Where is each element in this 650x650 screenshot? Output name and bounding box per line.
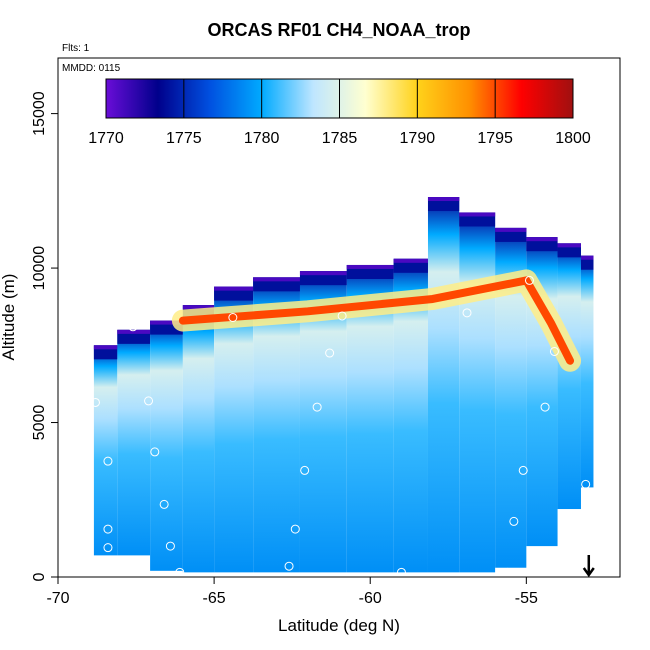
heatmap-top-edge bbox=[182, 305, 215, 310]
heatmap-column bbox=[117, 329, 151, 556]
heatmap-top-edge bbox=[580, 255, 594, 260]
heatmap-column bbox=[150, 320, 183, 571]
x-tick-label: -60 bbox=[359, 590, 382, 607]
heatmap-top-edge bbox=[299, 271, 347, 276]
y-tick-label: 15000 bbox=[31, 91, 48, 136]
y-tick-label: 0 bbox=[31, 572, 48, 581]
flight-point bbox=[128, 322, 138, 332]
flight-point bbox=[337, 311, 347, 321]
colorbar-ticks: 1770 1775 1780 1785 1790 1795 1800 bbox=[88, 79, 591, 147]
flight-point bbox=[503, 567, 513, 577]
heatmap-column bbox=[557, 243, 581, 510]
heatmap-column bbox=[459, 212, 496, 573]
colorbar-tick-label: 1780 bbox=[244, 130, 280, 147]
flight-point bbox=[540, 402, 550, 412]
y-axis-label: Altitude (m) bbox=[0, 274, 18, 361]
heatmap-column bbox=[427, 197, 460, 573]
flight-point bbox=[396, 567, 406, 577]
heatmap-top-edge bbox=[459, 212, 496, 217]
plume-core bbox=[178, 276, 575, 365]
y-tick-label: 5000 bbox=[31, 405, 48, 441]
heatmap-top-edge bbox=[214, 286, 254, 291]
flight-point bbox=[150, 447, 160, 457]
flight-point bbox=[300, 465, 310, 475]
heatmap-top-edge bbox=[526, 237, 558, 242]
flight-point bbox=[518, 465, 528, 475]
y-tick-label: 10000 bbox=[31, 246, 48, 291]
heatmap-top-edge bbox=[495, 227, 527, 232]
x-tick-label: -55 bbox=[515, 590, 538, 607]
flights-label: Flts: 1 bbox=[62, 43, 90, 54]
x-tick-label: -65 bbox=[203, 590, 226, 607]
flight-point bbox=[165, 541, 175, 551]
heatmap-column bbox=[580, 255, 594, 488]
flight-point bbox=[284, 561, 294, 571]
heatmap-top-edge bbox=[557, 243, 581, 248]
heatmap-top-edge bbox=[253, 277, 300, 282]
flight-point bbox=[581, 479, 591, 489]
colorbar-tick-label: 1795 bbox=[477, 130, 513, 147]
x-tick-label: -70 bbox=[46, 590, 69, 607]
heatmap bbox=[93, 197, 594, 573]
heatmap-column bbox=[182, 305, 215, 573]
heatmap-top-edge bbox=[93, 345, 118, 350]
x-axis-label: Latitude (deg N) bbox=[278, 616, 400, 635]
flight-point bbox=[325, 348, 335, 358]
plot-frame bbox=[57, 57, 621, 578]
heatmap-column bbox=[253, 277, 300, 573]
flight-point bbox=[290, 524, 300, 534]
plot-area bbox=[57, 57, 621, 578]
colorbar-tick-label: 1775 bbox=[166, 130, 202, 147]
flight-point bbox=[509, 516, 519, 526]
flight-point bbox=[103, 543, 113, 553]
date-label: MMDD: 0115 bbox=[62, 63, 121, 74]
heatmap-top-edge bbox=[150, 320, 183, 325]
heatmap-top-edge bbox=[393, 258, 428, 263]
heatmap-column bbox=[93, 345, 118, 556]
arrow-head bbox=[582, 567, 595, 578]
y-axis: 0 5000 10000 15000 bbox=[31, 91, 58, 581]
colorbar-tick-label: 1785 bbox=[322, 130, 358, 147]
flight-point bbox=[462, 308, 472, 318]
flight-point bbox=[90, 397, 100, 407]
heatmap-top-edge bbox=[117, 329, 151, 334]
direction-arrow-icon bbox=[582, 555, 595, 578]
flight-point bbox=[103, 456, 113, 466]
colorbar-tick-label: 1800 bbox=[555, 130, 591, 147]
chart-title: ORCAS RF01 CH4_NOAA_trop bbox=[207, 20, 470, 40]
flight-point bbox=[103, 524, 113, 534]
heatmap-column bbox=[214, 286, 254, 573]
flight-point bbox=[159, 499, 169, 509]
flight-point bbox=[312, 402, 322, 412]
colorbar-tick-label: 1790 bbox=[400, 130, 436, 147]
flight-point bbox=[549, 346, 559, 356]
flight-track-points bbox=[90, 275, 591, 577]
flight-point bbox=[175, 567, 185, 577]
flight-point bbox=[228, 313, 238, 322]
heatmap-top-edge bbox=[427, 197, 460, 202]
heatmap-top-edge bbox=[346, 264, 394, 269]
colorbar: 1770 1775 1780 1785 1790 1795 1800 bbox=[88, 78, 591, 147]
colorbar-tick-label: 1770 bbox=[88, 130, 124, 147]
flight-point bbox=[524, 275, 534, 285]
x-axis: -70 -65 -60 -55 bbox=[46, 577, 538, 607]
flight-point bbox=[144, 396, 154, 406]
